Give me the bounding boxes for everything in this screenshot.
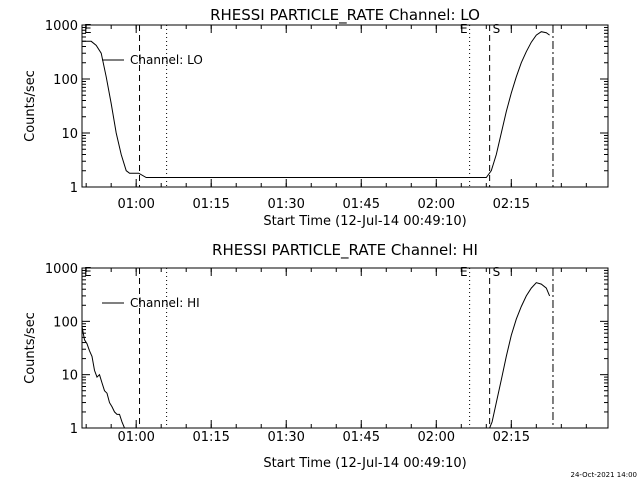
series-trace: [81, 282, 551, 429]
x-tick-label: 01:45: [343, 197, 380, 212]
marker-label: E: [460, 265, 468, 279]
x-tick-label: 01:00: [117, 430, 154, 445]
y-tick-label: 10: [61, 369, 78, 384]
y-tick-label: 100: [53, 73, 78, 88]
legend-label: Channel: LO: [130, 53, 203, 67]
corner-label: E: [84, 265, 92, 279]
y-axis-label: Counts/sec: [23, 312, 38, 384]
y-tick-label: 100: [53, 315, 78, 330]
corner-label: E: [84, 22, 92, 36]
x-tick-label: 01:45: [343, 430, 380, 445]
x-tick-label: 02:15: [493, 430, 530, 445]
chart-title: RHESSI PARTICLE_RATE Channel: LO: [210, 6, 480, 25]
x-tick-label: 01:15: [192, 430, 229, 445]
chart-title: RHESSI PARTICLE_RATE Channel: HI: [212, 241, 478, 260]
marker-label: E: [460, 22, 468, 36]
y-tick-label: 10: [61, 127, 78, 142]
x-tick-label: 01:30: [267, 430, 304, 445]
y-tick-label: 1: [70, 422, 78, 437]
marker-label: S: [493, 265, 501, 279]
legend-label: Channel: HI: [130, 296, 200, 310]
y-tick-label: 1000: [45, 19, 78, 34]
y-tick-label: 1: [70, 181, 78, 196]
marker-label: S: [493, 22, 501, 36]
footer-timestamp: 24-Oct-2021 14:00: [571, 471, 637, 479]
plot-frame: [81, 24, 609, 188]
x-tick-label: 02:15: [493, 197, 530, 212]
x-axis-label: Start Time (12-Jul-14 00:49:10): [263, 214, 466, 229]
x-tick-label: 01:00: [117, 197, 154, 212]
x-tick-label: 02:00: [418, 430, 455, 445]
y-tick-label: 1000: [45, 262, 78, 277]
chart-panel-hi: RHESSI PARTICLE_RATE Channel: HI 1 10 100 10…: [23, 241, 609, 471]
x-tick-label: 02:00: [418, 197, 455, 212]
x-tick-label: 01:15: [192, 197, 229, 212]
x-tick-label: 01:30: [267, 197, 304, 212]
x-axis-label: Start Time (12-Jul-14 00:49:10): [263, 456, 466, 471]
y-axis-label: Counts/sec: [23, 70, 38, 142]
plot-frame: [81, 267, 609, 429]
chart-panel-lo: RHESSI PARTICLE_RATE Channel: LO 1 10 100 10…: [23, 6, 609, 229]
series-trace: [82, 31, 550, 178]
